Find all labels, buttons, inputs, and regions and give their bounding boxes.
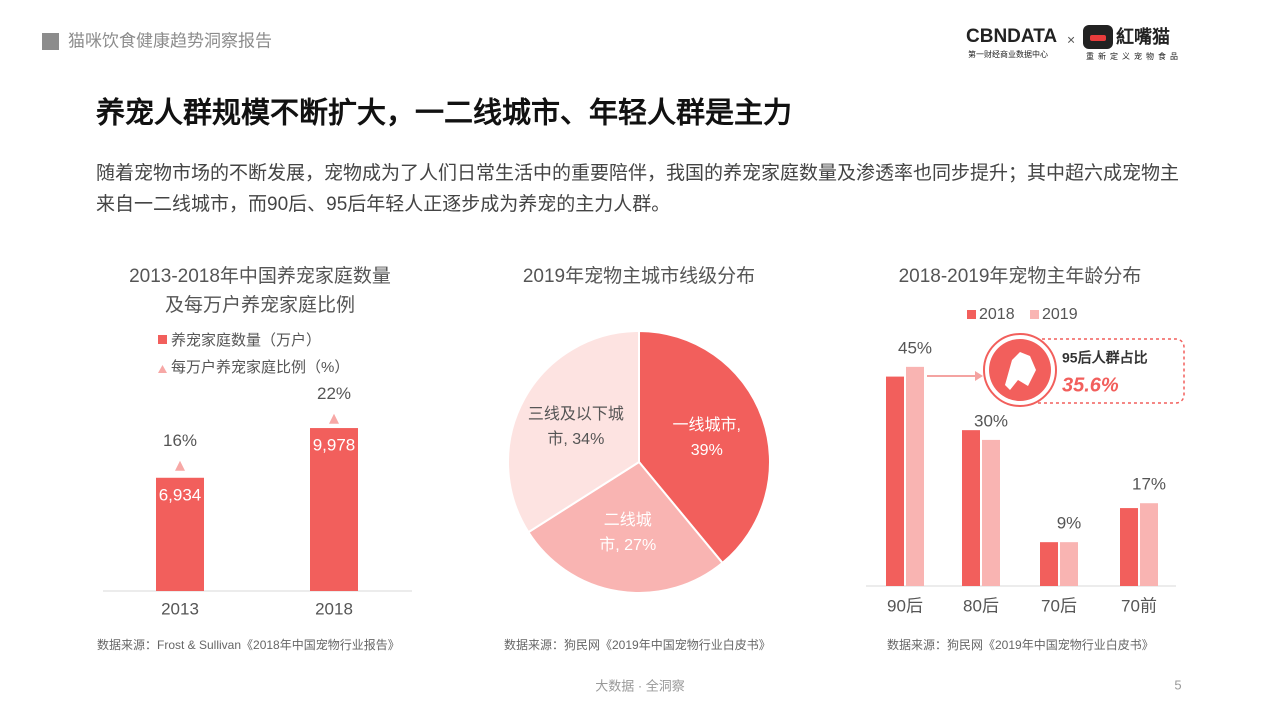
logo-times: × bbox=[1067, 32, 1075, 48]
chart-title: 2013-2018年中国养宠家庭数量及每万户养宠家庭比例 bbox=[129, 266, 391, 316]
bar bbox=[1040, 542, 1058, 586]
source: 数据来源：狗民网《2019年中国宠物行业白皮书》 bbox=[887, 637, 1154, 652]
legend-label: 每万户养宠家庭比例（%） bbox=[171, 359, 349, 376]
bar-value-label: 17% bbox=[1132, 475, 1166, 494]
source: 数据来源：Frost & Sullivan《2018年中国宠物行业报告》 bbox=[97, 637, 400, 652]
legend-label: 2019 bbox=[1042, 306, 1078, 323]
logo-hongzuimao: 紅嘴猫 bbox=[1116, 26, 1170, 47]
bar bbox=[156, 477, 204, 591]
section-title: 猫咪饮食健康趋势洞察报告 bbox=[68, 31, 272, 50]
x-tick-label: 2018 bbox=[315, 599, 353, 618]
page-number: 5 bbox=[1174, 677, 1181, 692]
bar bbox=[310, 428, 358, 591]
legend-swatch bbox=[967, 310, 976, 319]
ratio-value-label: 16% bbox=[163, 431, 197, 450]
legend-label: 养宠家庭数量（万户） bbox=[171, 332, 321, 349]
bar-value-label: 6,934 bbox=[159, 485, 202, 504]
pie-slice bbox=[638, 329, 771, 565]
bar bbox=[1120, 508, 1138, 586]
logo-cbndata: CBNDATA bbox=[966, 26, 1057, 47]
chart-title: 2018-2019年宠物主年龄分布 bbox=[899, 265, 1142, 287]
bar bbox=[1060, 542, 1078, 586]
ratio-value-label: 22% bbox=[317, 384, 351, 403]
legend-swatch bbox=[1030, 310, 1039, 319]
x-tick-label: 2013 bbox=[161, 599, 199, 618]
source: 数据来源：狗民网《2019年中国宠物行业白皮书》 bbox=[504, 637, 771, 652]
callout-arrowhead bbox=[975, 371, 983, 381]
footer-slogan: 大数据 · 全洞察 bbox=[595, 678, 685, 693]
intro-text: 随着宠物市场的不断发展，宠物成为了人们日常生活中的重要陪伴，我国的养宠家庭数量及… bbox=[96, 163, 1180, 215]
logo-cat-mouth bbox=[1090, 35, 1106, 41]
x-tick-label: 80后 bbox=[963, 596, 999, 615]
logo-hongzuimao-sub: 重新定义宠物食品 bbox=[1086, 51, 1182, 61]
pie-label: 三线及以下城市, 34% bbox=[527, 406, 624, 449]
bar-value-label: 9,978 bbox=[313, 436, 356, 455]
pie-label: 二线城市, 27% bbox=[599, 512, 657, 555]
bar-value-label: 45% bbox=[898, 338, 932, 357]
x-tick-label: 90后 bbox=[887, 596, 923, 615]
legend-label: 2018 bbox=[979, 306, 1015, 323]
callout-icon-figure bbox=[1005, 352, 1036, 390]
pie-slice bbox=[527, 460, 724, 594]
bar bbox=[982, 439, 1000, 586]
page-title: 养宠人群规模不断扩大，一二线城市、年轻人群是主力 bbox=[96, 96, 792, 130]
ratio-marker bbox=[175, 460, 185, 471]
bar-value-label: 9% bbox=[1057, 514, 1082, 533]
pie-label: 一线城市, 39% bbox=[672, 416, 741, 459]
ratio-marker bbox=[329, 413, 339, 424]
bar-value-label: 30% bbox=[974, 411, 1008, 430]
bar bbox=[886, 376, 904, 586]
legend-swatch bbox=[158, 365, 167, 373]
bar bbox=[962, 430, 980, 586]
bar bbox=[906, 366, 924, 586]
legend-swatch bbox=[158, 335, 167, 344]
callout-value: 35.6% bbox=[1062, 374, 1119, 396]
callout-text: 95后人群占比 bbox=[1062, 350, 1148, 366]
chart-title: 2019年宠物主城市线级分布 bbox=[523, 265, 755, 287]
x-tick-label: 70后 bbox=[1041, 596, 1077, 615]
section-marker bbox=[42, 33, 59, 50]
x-tick-label: 70前 bbox=[1121, 596, 1157, 615]
bar bbox=[1140, 503, 1158, 586]
pie-slice bbox=[507, 329, 640, 534]
logo-cbndata-sub: 第一财经商业数据中心 bbox=[968, 49, 1048, 59]
